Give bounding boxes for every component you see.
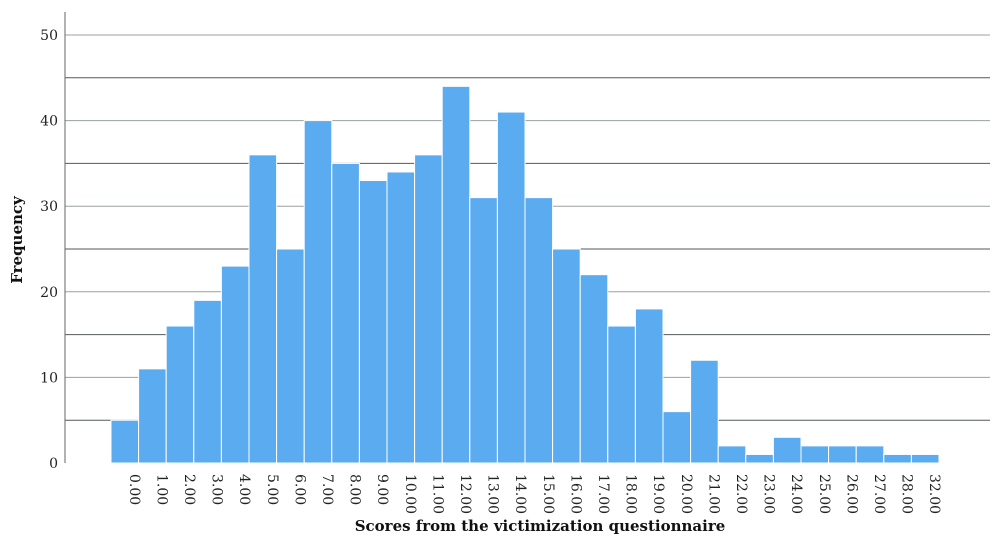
bar [276, 248, 305, 464]
x-tick-label: 2.00 [181, 474, 197, 505]
y-tick-label: 30 [40, 199, 58, 215]
x-tick-label: 16.00 [567, 474, 583, 514]
x-tick-label: 4.00 [236, 474, 252, 505]
x-tick-label: 28.00 [899, 474, 915, 514]
x-tick-label: 26.00 [843, 474, 859, 514]
x-tick-label: 6.00 [291, 474, 307, 505]
x-tick-label: 10.00 [402, 474, 418, 514]
bar [800, 445, 830, 464]
x-tick-label: 18.00 [623, 474, 639, 514]
bar [386, 171, 416, 464]
bar [220, 265, 250, 464]
x-tick-label: 24.00 [788, 474, 804, 514]
bar [910, 453, 940, 464]
x-tick-label: 11.00 [429, 474, 445, 514]
x-tick-label: 9.00 [374, 474, 390, 505]
bar [883, 453, 912, 464]
y-tick-label: 20 [40, 285, 58, 301]
x-tick-label: 20.00 [678, 474, 694, 514]
x-tick-label: 25.00 [816, 474, 832, 514]
x-tick-label: 15.00 [540, 474, 556, 514]
bar [165, 325, 195, 464]
x-tick-label: 0.00 [126, 474, 142, 505]
bar [414, 154, 443, 464]
x-tick-label: 19.00 [650, 474, 666, 514]
y-axis-label: Frequency [8, 195, 26, 284]
x-tick-label: 22.00 [733, 474, 749, 514]
bar [828, 445, 857, 464]
x-tick-label: 3.00 [209, 474, 225, 505]
y-tick-label: 10 [40, 370, 58, 386]
bar [855, 445, 885, 464]
bar [690, 359, 719, 464]
bar [579, 274, 609, 464]
bar [358, 180, 388, 464]
bar [331, 162, 360, 464]
bar [441, 85, 471, 464]
bar [469, 197, 498, 464]
bar [772, 436, 802, 464]
bar [524, 197, 554, 464]
bar [110, 419, 140, 464]
x-axis-ticks: 0.00 1.00 2.00 3.00 4.00 5.00 6.00 7.00 8.00 9.00… [126, 474, 942, 514]
bar [138, 368, 167, 464]
x-tick-label: 1.00 [153, 474, 169, 505]
bar [193, 299, 222, 464]
bar [303, 120, 333, 464]
x-tick-label: 5.00 [264, 474, 280, 505]
x-tick-label: 23.00 [761, 474, 777, 514]
bar [496, 111, 526, 464]
x-axis-label: Scores from the victimization questionna… [355, 517, 726, 535]
bar [607, 325, 636, 464]
bar [662, 411, 692, 464]
y-tick-label: 0 [49, 456, 58, 472]
x-tick-label: 27.00 [871, 474, 887, 514]
y-tick-label: 50 [40, 28, 58, 44]
x-tick-label: 12.00 [457, 474, 473, 514]
bar [248, 154, 278, 464]
x-tick-label: 21.00 [705, 474, 721, 514]
bar [552, 248, 581, 464]
x-tick-label: 7.00 [319, 474, 335, 505]
bars [110, 85, 940, 464]
x-tick-label: 13.00 [485, 474, 501, 514]
y-tick-label: 40 [40, 114, 58, 130]
bar [745, 453, 774, 464]
bar [717, 445, 747, 464]
x-tick-label: 14.00 [512, 474, 528, 514]
x-tick-label: 32.00 [926, 474, 942, 514]
bar [634, 308, 664, 464]
x-tick-label: 8.00 [347, 474, 363, 505]
y-axis-ticks: 0 10 20 30 40 50 [40, 28, 58, 472]
x-tick-label: 17.00 [595, 474, 611, 514]
